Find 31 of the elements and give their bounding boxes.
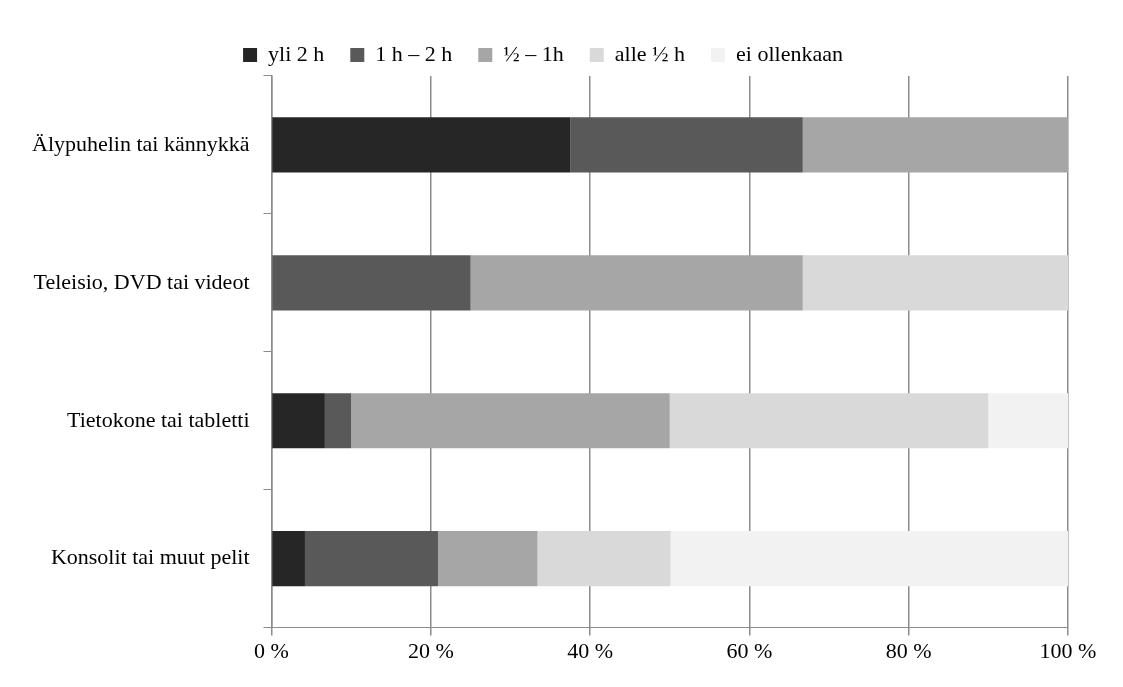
bar [988,393,1068,449]
bar [669,393,989,449]
x-tick-label: 60 % [726,637,773,663]
bar [272,117,571,173]
bar [272,255,471,311]
y-tick-label: Teleisio, DVD tai videot [33,268,250,294]
legend-label: alle ½ h [614,40,686,66]
bar [470,255,803,311]
bar [570,117,803,173]
x-tick-label: 0 % [254,637,289,663]
bar [304,531,438,587]
x-tick-label: 40 % [567,637,614,663]
bar [437,531,538,587]
legend-label: ½ – 1h [503,40,564,66]
y-tick-label: Konsolit tai muut pelit [50,544,250,570]
y-tick-label: Älypuhelin tai kännykkä [31,130,250,156]
bar [272,531,305,587]
bar [802,255,1068,311]
bar [802,117,1068,173]
bar [272,393,325,449]
bar [351,393,670,449]
x-tick-label: 100 % [1039,637,1097,663]
x-tick-label: 20 % [407,637,454,663]
legend-label: yli 2 h [268,40,325,66]
y-tick-label: Tietokone tai tabletti [67,406,250,432]
bar [670,531,1068,587]
legend-label: ei ollenkaan [736,40,843,66]
bar [324,393,352,449]
x-tick-label: 80 % [885,637,932,663]
legend-label: 1 h – 2 h [375,40,453,66]
bar [537,531,671,587]
